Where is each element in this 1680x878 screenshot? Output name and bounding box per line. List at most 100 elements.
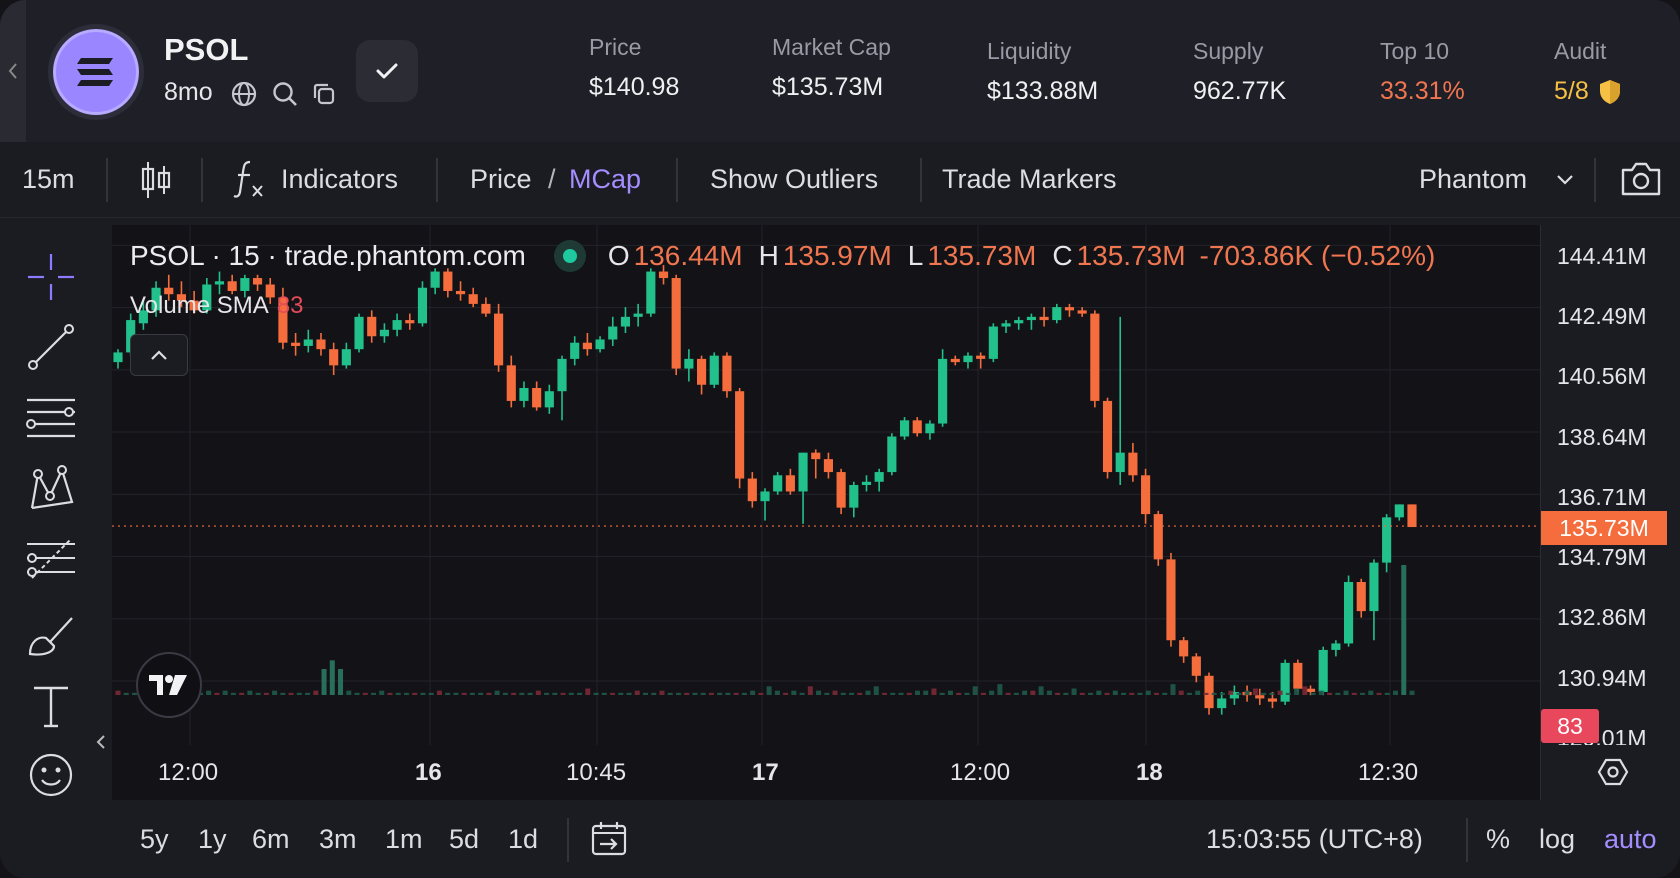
- volume-bar: [832, 690, 838, 695]
- candlestick-plot[interactable]: [112, 225, 1540, 745]
- chevron-down-icon[interactable]: [1556, 174, 1574, 186]
- range-5d[interactable]: 5d: [449, 824, 480, 854]
- fib-tool-icon[interactable]: [24, 534, 78, 588]
- divider: [436, 158, 438, 202]
- copy-icon[interactable]: [310, 80, 338, 108]
- candle-type-icon[interactable]: [140, 160, 172, 200]
- volume-bar: [758, 692, 764, 695]
- volume-bar: [511, 692, 517, 695]
- volume-bar: [807, 686, 813, 695]
- percent-scale-toggle[interactable]: %: [1486, 824, 1511, 854]
- toggle-separator: /: [548, 164, 556, 194]
- candle-body: [532, 387, 542, 408]
- volume-bar: [700, 692, 706, 695]
- wallet-select[interactable]: Phantom: [1419, 164, 1528, 194]
- volume-bar: [692, 692, 698, 695]
- volume-bar: [1145, 690, 1151, 695]
- candle-body: [189, 300, 199, 311]
- axis-corner: [1540, 745, 1680, 800]
- volume-bar: [395, 692, 401, 695]
- text-tool-icon[interactable]: [24, 678, 78, 732]
- candle-body: [811, 452, 821, 460]
- volume-bar: [1244, 690, 1250, 695]
- timezone-clock[interactable]: 15:03:55 (UTC+8): [1206, 824, 1423, 854]
- volume-bar: [329, 660, 335, 695]
- volume-bar: [1393, 690, 1399, 695]
- candle-body: [836, 472, 846, 508]
- volume-bar: [1137, 692, 1143, 695]
- volume-bar: [642, 692, 648, 695]
- log-scale-toggle[interactable]: log: [1539, 824, 1576, 854]
- range-1y[interactable]: 1y: [198, 824, 227, 854]
- go-to-date-icon[interactable]: [590, 820, 628, 858]
- price-toggle[interactable]: Price: [470, 164, 532, 194]
- show-outliers-button[interactable]: Show Outliers: [710, 164, 879, 194]
- collapse-side-button[interactable]: [0, 0, 26, 142]
- y-tick-label: 140.56M: [1557, 363, 1647, 389]
- range-1m[interactable]: 1m: [385, 824, 423, 854]
- candle-body: [735, 391, 745, 479]
- settings-icon[interactable]: [1597, 757, 1629, 787]
- volume-bar: [1104, 692, 1110, 695]
- range-1d[interactable]: 1d: [508, 824, 539, 854]
- volume-bar: [1302, 686, 1308, 695]
- volume-bar: [1384, 692, 1390, 695]
- candle-body: [1064, 307, 1075, 311]
- volume-bar: [428, 692, 434, 695]
- brush-icon[interactable]: [24, 608, 78, 662]
- candle-body: [747, 478, 757, 502]
- candle-body: [633, 313, 643, 317]
- y-tick-label: 134.79M: [1557, 544, 1647, 570]
- camera-icon[interactable]: [1619, 160, 1663, 198]
- volume-bar: [791, 690, 797, 695]
- volume-bar: [675, 692, 681, 695]
- range-bar: 5y 1y 6m 3m 1m 5d 1d 15:03:55 (UTC+8) % …: [0, 800, 1680, 878]
- indicators-button[interactable]: Indicators: [281, 164, 399, 194]
- volume-bar: [816, 690, 822, 695]
- function-icon[interactable]: [232, 158, 266, 200]
- volume-bar: [1170, 684, 1176, 695]
- candle-body: [887, 436, 897, 473]
- candle-body: [976, 355, 986, 359]
- volume-bar: [1195, 690, 1201, 695]
- interval-select[interactable]: 15m: [22, 164, 75, 194]
- trade-markers-button[interactable]: Trade Markers: [942, 164, 1117, 194]
- range-6m[interactable]: 6m: [252, 824, 290, 854]
- candle-body: [608, 326, 618, 340]
- volume-bar: [1162, 692, 1168, 695]
- candle-body: [392, 320, 402, 330]
- price-axis[interactable]: 144.41M 142.49M 140.56M 138.64M 136.71M …: [1540, 225, 1680, 800]
- volume-bar: [371, 692, 377, 695]
- range-3m[interactable]: 3m: [319, 824, 357, 854]
- candle-body: [1267, 698, 1278, 702]
- emoji-icon[interactable]: [24, 748, 78, 802]
- x-tick-label: 10:45: [566, 759, 627, 786]
- candle-body: [658, 271, 669, 279]
- time-axis[interactable]: 12:00 16 10:45 17 12:00 18 12:30: [112, 745, 1540, 800]
- scroll-left-icon[interactable]: [96, 734, 106, 750]
- crosshair-icon[interactable]: [24, 250, 78, 304]
- watchlist-check-button[interactable]: [356, 40, 418, 102]
- candle-body: [252, 278, 263, 285]
- ohlc-legend: PSOL · 15 · trade.phantom.com O 136.44M H…: [130, 240, 1435, 272]
- trend-line-icon[interactable]: [24, 320, 78, 374]
- volume-label: Volume SMA: [130, 292, 269, 319]
- volume-bar: [131, 692, 137, 695]
- mcap-toggle[interactable]: MCap: [569, 164, 642, 194]
- x-tick-label: 12:00: [950, 759, 1011, 786]
- pattern-tool-icon[interactable]: [24, 462, 78, 516]
- auto-scale-toggle[interactable]: auto: [1604, 824, 1657, 854]
- volume-bar: [1318, 690, 1324, 695]
- stat-audit[interactable]: Audit 5/8: [1554, 38, 1621, 106]
- volume-bar: [1063, 692, 1069, 695]
- collapse-legend-button[interactable]: [130, 334, 188, 376]
- range-5y[interactable]: 5y: [140, 824, 169, 854]
- tradingview-logo[interactable]: [136, 652, 202, 718]
- y-tick-label: 136.71M: [1557, 484, 1647, 510]
- candle-body: [329, 349, 339, 366]
- price-chart[interactable]: [112, 225, 1540, 800]
- globe-icon[interactable]: [230, 80, 258, 108]
- horizontal-lines-icon[interactable]: [24, 390, 78, 444]
- search-icon[interactable]: [271, 80, 299, 108]
- volume-bar: [626, 692, 632, 695]
